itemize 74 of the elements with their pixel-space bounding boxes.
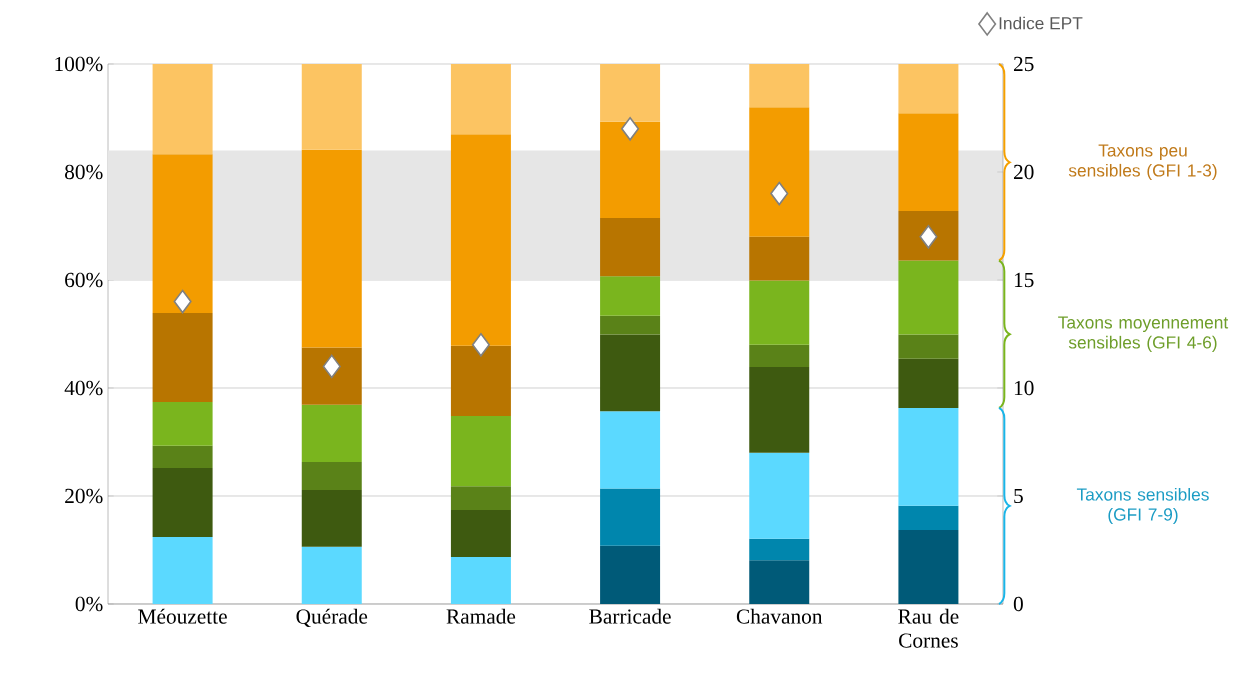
bar	[898, 358, 959, 408]
x-tick-label: Méouzette	[138, 608, 227, 624]
bar	[450, 486, 511, 511]
bar	[450, 510, 511, 558]
bar	[898, 530, 959, 604]
bar	[749, 236, 810, 281]
bar	[152, 312, 213, 403]
y-tick-label: 20%	[65, 488, 103, 504]
x-tick-label: Ramade	[446, 608, 516, 624]
point	[621, 117, 640, 141]
bar	[749, 538, 810, 561]
bar	[898, 334, 959, 359]
bar	[600, 488, 661, 546]
bar	[749, 344, 810, 367]
legend-label: Indice EPT	[999, 16, 1083, 30]
y-tick-label: 40%	[64, 380, 103, 396]
bar	[450, 64, 511, 135]
text: Taxons peu sensibles (GFI 1-3)	[1068, 144, 1217, 181]
y2-tick-label: 0	[1013, 596, 1023, 612]
point	[770, 181, 789, 206]
bar	[600, 64, 661, 122]
bar	[898, 260, 959, 335]
x-tick-label: Chavanon	[736, 608, 823, 624]
bar	[301, 461, 362, 491]
bar	[749, 366, 810, 453]
bar	[450, 557, 511, 604]
bar	[152, 445, 213, 468]
bar	[301, 546, 362, 604]
bar	[898, 505, 959, 531]
bar	[152, 154, 213, 313]
bar	[749, 452, 810, 539]
bar	[301, 64, 362, 150]
bar	[600, 276, 661, 316]
bar	[898, 113, 959, 211]
bar	[600, 411, 661, 489]
bar	[600, 545, 661, 604]
y2-tick-label: 5	[1014, 488, 1023, 504]
y2-tick-label: 15	[1014, 272, 1034, 288]
bar	[152, 467, 213, 538]
y2-tick-label: 25	[1013, 56, 1034, 72]
y-tick-label: 80%	[65, 164, 103, 180]
bar	[600, 315, 661, 335]
bar	[301, 347, 362, 405]
bar	[600, 334, 661, 412]
bar	[450, 345, 511, 417]
bar	[152, 64, 213, 155]
bar	[152, 402, 213, 446]
bar	[749, 64, 810, 108]
y-tick-label: 60%	[65, 272, 103, 288]
bar	[749, 560, 810, 604]
bar	[749, 107, 810, 237]
bar	[450, 416, 511, 487]
y2-tick-label: 20	[1013, 164, 1034, 180]
bar	[898, 210, 959, 261]
bar	[898, 64, 959, 114]
point	[173, 289, 192, 314]
point	[471, 332, 490, 357]
y-tick-label: 100%	[55, 56, 103, 72]
bar	[749, 280, 810, 345]
bar	[301, 404, 362, 462]
bar	[301, 149, 362, 348]
bar	[600, 217, 661, 277]
bar	[898, 407, 959, 506]
text: Taxons sensibles (GFI 7-9)	[1076, 487, 1209, 525]
x-tick-label: Barricade	[589, 608, 671, 624]
y-tick-label: 0%	[75, 596, 103, 612]
text: Taxons moyennement sensibles (GFI 4-6)	[1058, 316, 1229, 353]
bar	[450, 134, 511, 346]
bar	[600, 121, 661, 218]
x-tick-label: Rau de Cornes	[898, 608, 959, 648]
y2-tick-label: 10	[1014, 380, 1034, 396]
x-tick-label: Quérade	[296, 608, 368, 627]
bar	[301, 490, 362, 547]
bar	[152, 537, 213, 604]
